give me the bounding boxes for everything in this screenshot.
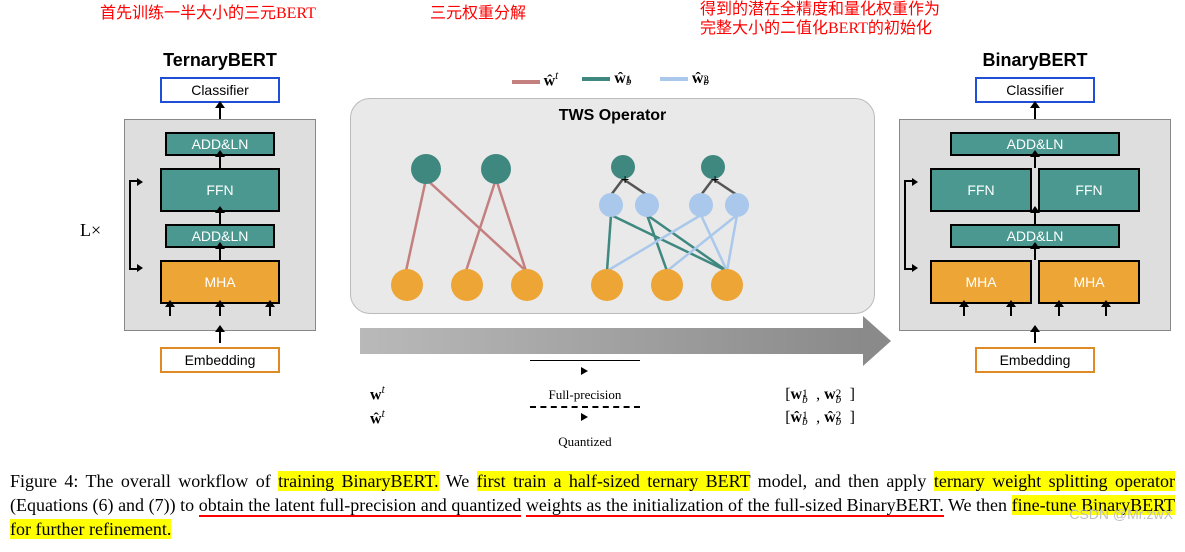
tws-operator-panel: TWS Operator ++ xyxy=(350,98,875,314)
annotation-1: 首先训练一半大小的三元BERT xyxy=(100,4,316,23)
legend-wb2: ŵb2 xyxy=(660,70,714,90)
loop-bracket-icon xyxy=(904,180,914,270)
math-mid: Full-precision Quantized xyxy=(385,360,786,453)
multi-arrows xyxy=(145,306,295,316)
graph-node xyxy=(451,269,483,301)
graph-node xyxy=(391,269,423,301)
legend-wb1: ŵb1 xyxy=(582,70,636,90)
plus-icon: + xyxy=(621,171,629,187)
ffn-box-1: FFN xyxy=(930,168,1032,212)
arrow-icon xyxy=(1034,156,1036,168)
annotation-3: 得到的潜在全精度和量化权重作为 完整大小的二值化BERT的初始化 xyxy=(700,0,940,38)
graph-node xyxy=(591,269,623,301)
mha-box-2: MHA xyxy=(1038,260,1140,304)
arrow-icon xyxy=(219,212,221,224)
ternary-title: TernaryBERT xyxy=(110,50,330,71)
classifier-box: Classifier xyxy=(975,77,1095,103)
legend-wt: ŵt xyxy=(512,70,559,90)
embedding-box: Embedding xyxy=(160,347,280,373)
annotation-2: 三元权重分解 xyxy=(430,4,526,23)
dual-mha: MHA MHA xyxy=(930,260,1140,304)
ternary-body: ADD&LN FFN ADD&LN MHA xyxy=(124,119,316,331)
mha-box-1: MHA xyxy=(930,260,1032,304)
arrow-icon xyxy=(1034,248,1036,260)
arrow-icon xyxy=(1034,212,1036,224)
big-arrow-icon xyxy=(360,328,865,354)
figure-caption: Figure 4: The overall workflow of traini… xyxy=(10,469,1175,542)
arrow-icon xyxy=(219,331,221,343)
graph-node xyxy=(511,269,543,301)
arrow-icon xyxy=(219,156,221,168)
math-right: [wb1 , wb2 ] [ŵb1 , ŵb2 ] xyxy=(785,384,855,429)
arrow-icon xyxy=(219,248,221,260)
binary-bert-column: BinaryBERT Classifier ADD&LN FFN FFN ADD… xyxy=(895,50,1175,373)
mha-box: MHA xyxy=(160,260,280,304)
plus-icon: + xyxy=(711,171,719,187)
l-times-label: L× xyxy=(80,220,101,241)
legend: ŵt ŵb1 ŵb2 xyxy=(350,70,875,90)
ternary-bert-column: TernaryBERT Classifier ADD&LN FFN ADD&LN… xyxy=(110,50,330,373)
center-column: ŵt ŵb1 ŵb2 TWS Operator ++ wt ŵt Full-pr… xyxy=(350,50,875,453)
math-left: wt ŵt xyxy=(370,383,385,430)
arrow-icon xyxy=(1034,331,1036,343)
binary-body: ADD&LN FFN FFN ADD&LN MHA MHA xyxy=(899,119,1171,331)
embedding-box: Embedding xyxy=(975,347,1095,373)
math-row: wt ŵt Full-precision Quantized [wb1 , wb… xyxy=(370,360,855,453)
loop-bracket-icon xyxy=(129,180,139,270)
classifier-box: Classifier xyxy=(160,77,280,103)
watermark: CSDN @Mr.zwX xyxy=(1069,506,1173,522)
graph-node xyxy=(651,269,683,301)
binary-title: BinaryBERT xyxy=(895,50,1175,71)
multi-arrows xyxy=(940,306,1130,316)
graph-node xyxy=(711,269,743,301)
arrow-icon xyxy=(1034,107,1036,119)
arrow-icon xyxy=(219,107,221,119)
ffn-box-2: FFN xyxy=(1038,168,1140,212)
diagram-row: TernaryBERT Classifier ADD&LN FFN ADD&LN… xyxy=(10,50,1175,453)
